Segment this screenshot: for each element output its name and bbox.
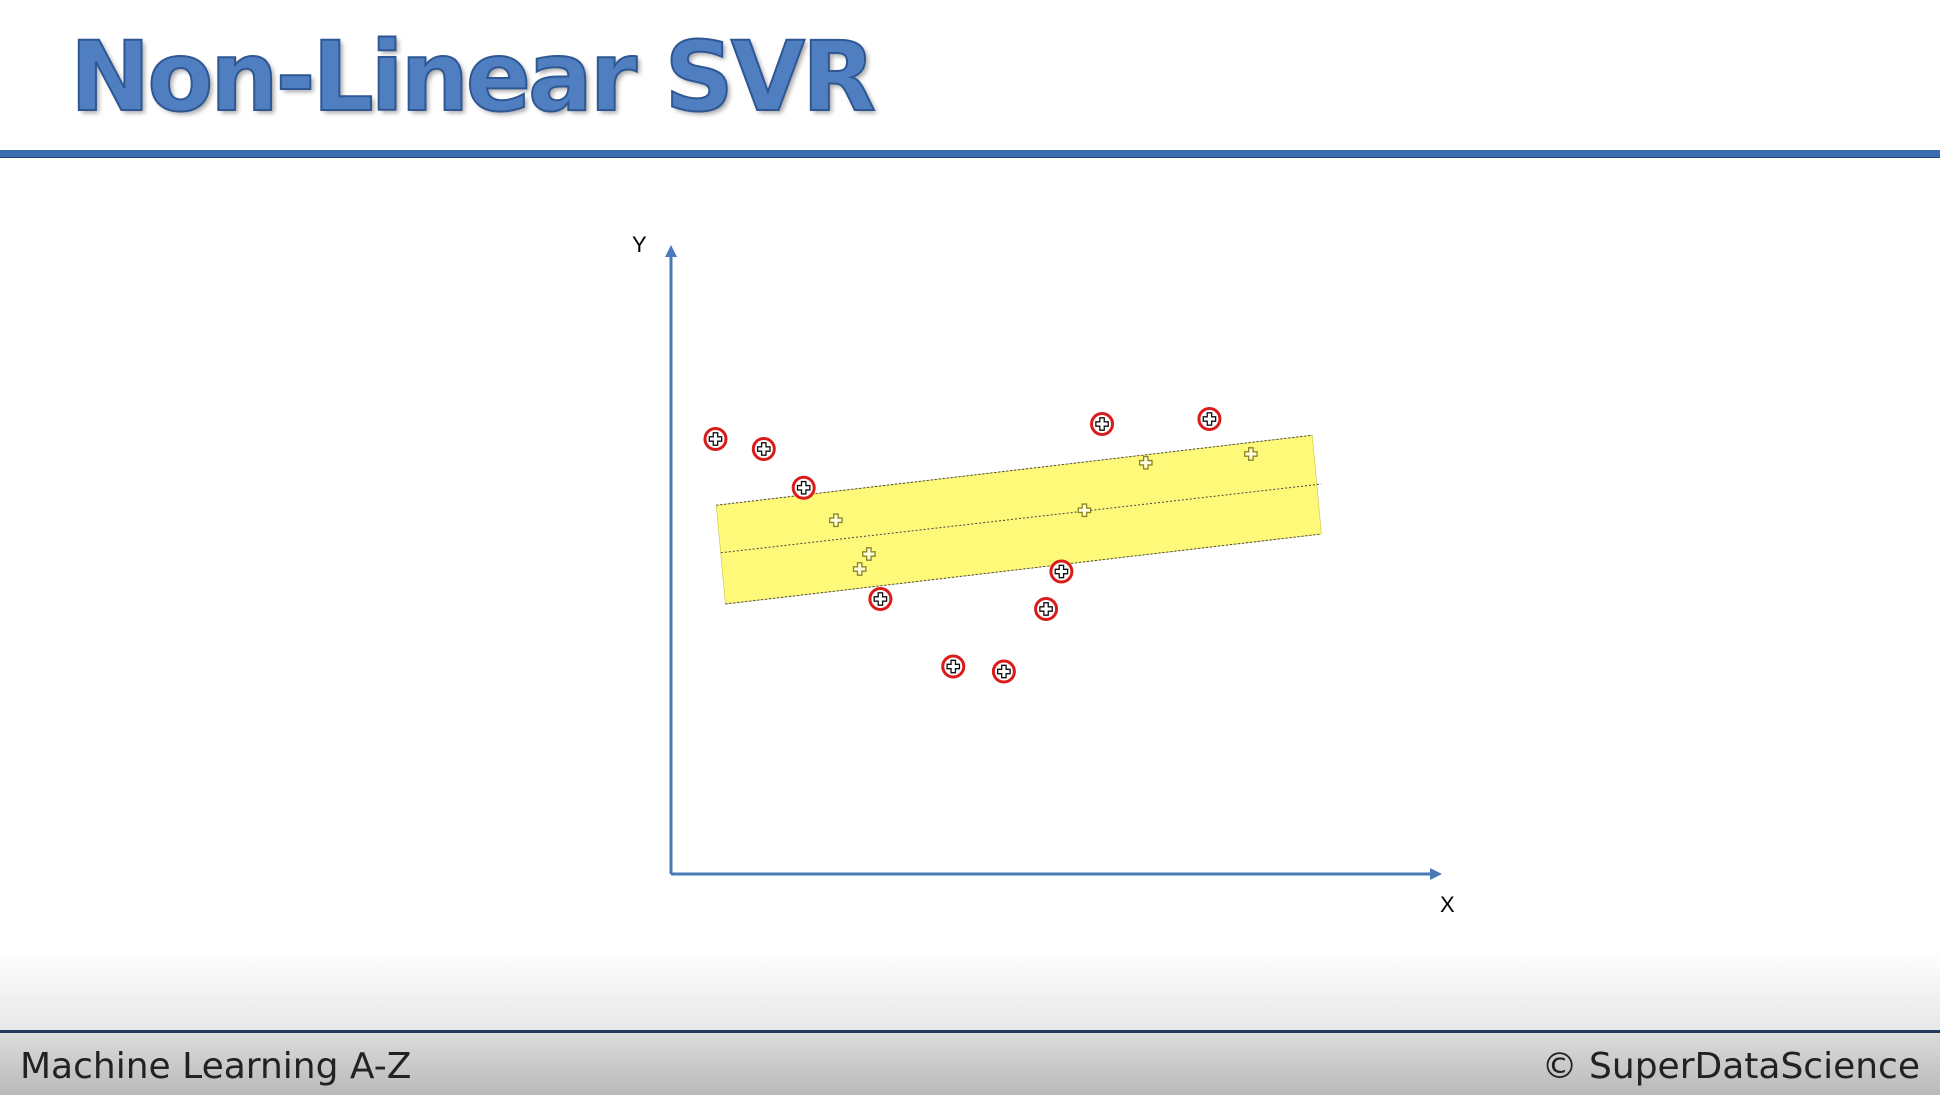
slide-title: Non-Linear SVR: [69, 21, 877, 134]
tube-upper-boundary: [716, 434, 1313, 506]
y-axis-label: Y: [632, 232, 647, 257]
footer-bar: Machine Learning A-Z © SuperDataScience: [0, 1030, 1940, 1095]
outlier-point: [1034, 597, 1059, 621]
data-points: [703, 407, 1258, 684]
copyright: © SuperDataScience: [1541, 1046, 1920, 1087]
outlier-point: [751, 437, 776, 461]
tube-lower-boundary: [725, 533, 1322, 605]
outlier-point: [703, 427, 728, 451]
course-name: Machine Learning A-Z: [20, 1046, 412, 1087]
footer-fade: [0, 950, 1940, 1030]
title-rule: [0, 150, 1940, 158]
outlier-point: [1049, 559, 1074, 584]
outlier-point: [1090, 412, 1115, 436]
inside-tube-point: [1244, 447, 1258, 461]
outlier-point: [941, 654, 966, 679]
regression-line: [720, 483, 1322, 554]
outlier-point: [1197, 407, 1222, 431]
outlier-point: [991, 659, 1016, 684]
inside-tube-point: [829, 513, 843, 528]
inside-tube-point: [1077, 503, 1092, 518]
inside-tube-point: [852, 562, 867, 576]
outlier-point: [868, 587, 893, 611]
epsilon-tube: [715, 434, 1322, 605]
inside-tube-point: [862, 547, 876, 561]
inside-tube-point: [1138, 455, 1153, 470]
outlier-point: [791, 475, 816, 500]
x-axis-label: X: [1440, 892, 1455, 917]
